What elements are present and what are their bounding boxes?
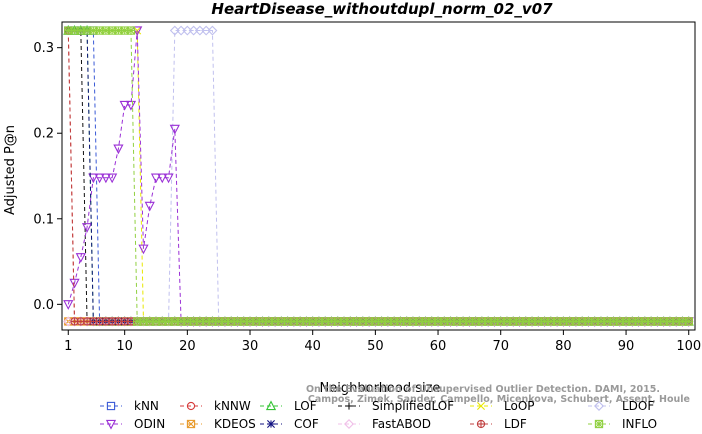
data-point-odin [88, 173, 99, 184]
data-point-odin [157, 173, 168, 184]
data-point-odin [119, 100, 130, 111]
legend-marker-cof [267, 420, 275, 428]
data-point-odin [125, 100, 137, 111]
y-tick-label: 0.0 [33, 298, 54, 313]
chart-title: HeartDisease_withoutdupl_norm_02_v07 [211, 0, 553, 18]
data-point-odin [138, 244, 149, 255]
x-tick-label: 1 [64, 339, 72, 354]
legend-marker-fastabod [344, 419, 354, 429]
legend-label-simplifiedlof: SimplifiedLOF [372, 399, 454, 413]
data-point-odin [100, 173, 111, 184]
x-tick-label: 10 [116, 339, 133, 354]
legend-marker-ldof [594, 401, 604, 411]
legend-label-lof: LOF [294, 399, 317, 413]
legend-item-cof: COF [260, 417, 319, 431]
legend-marker-odin [105, 419, 117, 430]
legend-label-knn: kNN [134, 399, 159, 413]
series-line-knn [68, 30, 689, 322]
legend-item-kdeos: KDEOS [180, 417, 256, 431]
legend-label-ldof: LDOF [622, 399, 654, 413]
series-line-lof [68, 30, 689, 322]
data-point-odin [94, 173, 105, 184]
data-point-odin [169, 124, 180, 135]
series-line-loop [68, 30, 689, 322]
legend-marker-knnw [186, 401, 196, 411]
data-point-odin [163, 173, 174, 184]
legend-item-loop: LoOP [470, 399, 535, 413]
legend-item-ldof: LDOF [588, 399, 654, 413]
legend-marker-loop [477, 402, 485, 410]
legend-label-kdeos: KDEOS [214, 417, 256, 431]
data-point-odin [144, 201, 155, 212]
series-inflo [64, 26, 693, 326]
y-axis-label: Adjusted P@n [3, 125, 18, 215]
x-tick-label: 90 [618, 339, 635, 354]
legend-label-knnw: kNNW [214, 399, 251, 413]
legend-item-inflo: INFLO [588, 417, 657, 431]
legend-marker-simplifiedlof [345, 402, 353, 410]
series-line-ldf [67, 30, 689, 322]
series-line-simplifiedlof [68, 30, 689, 322]
x-tick-label: 60 [430, 339, 447, 354]
x-tick-label: 50 [367, 339, 384, 354]
legend-item-simplifiedlof: SimplifiedLOF [338, 399, 454, 413]
data-point-odin [63, 300, 74, 310]
series-line-ldof [68, 30, 689, 322]
legend-marker-inflo [594, 419, 604, 429]
legend-item-ldf: LDF [470, 417, 527, 431]
plot-frame [61, 21, 696, 331]
series-line-odin [67, 30, 689, 322]
series-line-cof [68, 30, 689, 322]
legend-label-ldf: LDF [504, 417, 527, 431]
data-point-odin [75, 253, 86, 263]
data-point-odin [81, 223, 93, 233]
data-point-odin [107, 173, 118, 184]
legend-label-cof: COF [294, 417, 319, 431]
data-point-odin [132, 26, 143, 37]
legend-marker-ldf [476, 419, 486, 429]
legend-item-fastabod: FastABOD [338, 417, 431, 431]
legend-label-fastabod: FastABOD [372, 417, 431, 431]
legend-item-odin: ODIN [100, 417, 165, 431]
plot-area: 1 10 20 30 40 50 60 70 80 90 100 0.0 0.1 0.2 0.3 [33, 21, 701, 354]
series-ldof [63, 25, 694, 327]
legend: kNN kNNW LOF SimplifiedLOF LoOP LDOF ODIN KDEOS… [100, 399, 657, 431]
legend-label-odin: ODIN [134, 417, 165, 431]
watermark-line-2: On the Evaluation of Unsupervised Outlie… [306, 384, 660, 395]
x-tick-label: 30 [242, 339, 259, 354]
legend-label-loop: LoOP [504, 399, 535, 413]
series-odin [63, 26, 694, 328]
legend-label-inflo: INFLO [622, 417, 657, 431]
y-tick-label: 0.1 [33, 212, 54, 227]
legend-marker-lof [265, 400, 277, 411]
data-point-inflo [95, 26, 104, 35]
legend-item-knnw: kNNW [180, 399, 251, 413]
legend-item-lof: LOF [260, 399, 317, 413]
data-point-inflo [126, 26, 136, 35]
data-point-ldof [207, 25, 218, 36]
y-tick-label: 0.3 [33, 41, 54, 56]
legend-marker-kdeos [186, 419, 196, 429]
legend-item-knn: kNN [100, 399, 159, 413]
series-line-inflo [68, 30, 689, 322]
data-point-odin [69, 278, 80, 289]
data-point-odin [113, 144, 124, 155]
x-tick-label: 40 [304, 339, 321, 354]
y-tick-label: 0.2 [33, 127, 54, 142]
data-point-inflo [684, 317, 693, 326]
x-tick-label: 100 [676, 339, 701, 354]
data-point-inflo [578, 317, 587, 326]
x-axis-label: Neighborhood size [320, 381, 441, 396]
x-tick-label: 80 [555, 339, 572, 354]
x-tick-label: 70 [492, 339, 509, 354]
legend-marker-knn [106, 401, 116, 411]
data-point-odin [150, 173, 162, 184]
x-tick-label: 20 [179, 339, 196, 354]
watermark-line-1: Campos, Zimek, Sander, Campello, Micenko… [308, 394, 690, 405]
series-line-knnw [67, 30, 689, 322]
